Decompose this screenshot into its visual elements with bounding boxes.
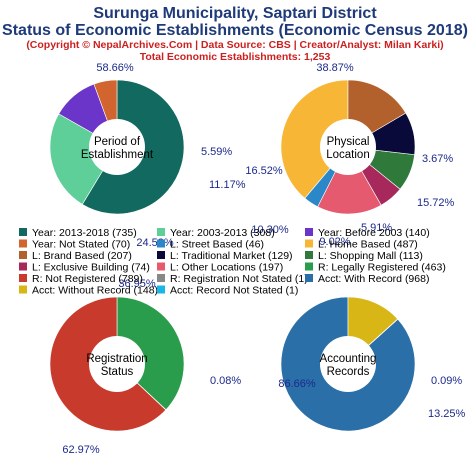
legend-label: Acct: Without Record (148): [32, 285, 158, 297]
slice-percent-label: 5.91%: [361, 222, 392, 234]
legend-item: R: Registration Not Stated (1): [157, 273, 308, 285]
legend-swatch: [305, 228, 313, 236]
legend-label: L: Exclusive Building (74): [32, 262, 150, 274]
slice-percent-label: 13.25%: [428, 408, 466, 420]
legend-label: L: Street Based (46): [170, 239, 264, 251]
legend-swatch: [305, 274, 313, 282]
donut-hole: [89, 119, 145, 175]
slice-percent-label: 36.95%: [118, 278, 156, 290]
legend-label: L: Other Locations (197): [170, 262, 283, 274]
slice-percent-label: 62.97%: [62, 444, 100, 456]
donut-hole: [320, 336, 376, 392]
legend-item: L: Exclusive Building (74): [19, 262, 150, 274]
legend-item: Acct: Record Not Stated (1): [157, 285, 298, 297]
legend-item: Year: 2003-2013 (308): [157, 227, 275, 239]
slice-percent-label: 15.72%: [417, 197, 455, 209]
chart-title-line-2: Status of Economic Establishments (Econo…: [2, 22, 468, 39]
donut-slice: [49, 113, 118, 205]
legend-item: L: Home Based (487): [305, 239, 418, 251]
legend-label: Year: Before 2003 (140): [318, 227, 430, 239]
slice-percent-label: 3.67%: [422, 153, 453, 165]
legend-label: Year: Not Stated (70): [32, 239, 130, 251]
donut-center-label: Records: [327, 366, 370, 378]
donut-center-label: Accounting: [320, 353, 377, 365]
donut-slice: [317, 146, 382, 215]
donut-center-label: Physical: [327, 136, 370, 148]
slice-percent-label: 11.17%: [209, 179, 246, 191]
legend-swatch: [157, 239, 165, 248]
slice-percent-label: 10.30%: [251, 224, 289, 236]
slice-percent-label: 9.02%: [319, 236, 350, 248]
legend-item: R: Legally Registered (463): [305, 262, 446, 274]
chart-subtitle-copyright: (Copyright © NepalArchives.Com | Data So…: [26, 39, 443, 51]
slice-percent-label: 16.52%: [245, 165, 283, 177]
donut-center-label: Period of: [94, 136, 141, 148]
legend-item: L: Other Locations (197): [157, 262, 283, 274]
chart-subtitle-total: Total Economic Establishments: 1,253: [140, 51, 331, 63]
slice-percent-label: 24.58%: [136, 237, 174, 249]
legend-swatch: [19, 251, 27, 259]
legend-label: L: Traditional Market (129): [170, 250, 293, 262]
chart-title-line-1: Surunga Municipality, Saptari District: [93, 5, 377, 22]
legend-swatch: [19, 262, 27, 271]
legend-label: L: Shopping Mall (113): [318, 250, 423, 262]
legend-swatch: [305, 262, 313, 271]
legend-item: Acct: With Record (968): [305, 273, 429, 285]
legend-item: L: Street Based (46): [157, 239, 264, 251]
legend-label: R: Legally Registered (463): [318, 262, 446, 274]
legend-swatch: [19, 228, 27, 236]
legend-label: R: Not Registered (789): [32, 273, 143, 285]
legend-item: Year: Not Stated (70): [19, 239, 130, 251]
legend-label: Year: 2003-2013 (308): [170, 227, 275, 239]
legend-item: L: Traditional Market (129): [157, 250, 293, 262]
slice-percent-label: 0.09%: [431, 375, 462, 387]
slice-percent-label: 5.59%: [201, 146, 232, 158]
legend-label: R: Registration Not Stated (1): [170, 273, 308, 285]
slice-percent-label: 0.08%: [210, 375, 241, 387]
donut-hole: [89, 336, 145, 392]
legend-swatch: [157, 274, 165, 282]
legend-item: R: Not Registered (789): [19, 273, 143, 285]
legend-item: Year: Before 2003 (140): [305, 227, 430, 239]
donut-center-label: Status: [101, 366, 134, 378]
legend-swatch: [19, 274, 27, 282]
slice-percent-label: 58.66%: [96, 62, 134, 74]
legend-label: Year: 2013-2018 (735): [32, 227, 137, 239]
donut-center-label: Registration: [86, 353, 147, 365]
legend-label: L: Brand Based (207): [32, 250, 132, 262]
legend-label: Acct: Record Not Stated (1): [170, 285, 298, 297]
legend-swatch: [157, 251, 165, 259]
donut-slice: [116, 296, 185, 411]
legend-swatch: [19, 239, 27, 248]
legend-item: L: Shopping Mall (113): [305, 250, 423, 262]
legend-swatch: [157, 228, 165, 236]
legend-item: Acct: Without Record (148): [19, 285, 158, 297]
donut-center-label: Location: [326, 149, 369, 161]
legend-item: L: Brand Based (207): [19, 250, 132, 262]
legend-swatch: [305, 251, 313, 259]
legend: Year: 2013-2018 (735) Year: 2003-2013 (30…: [19, 227, 446, 297]
donut-slice: [280, 79, 349, 199]
slice-percent-label: 86.66%: [278, 378, 316, 390]
donut-hole: [320, 119, 376, 175]
donut-center-label: Establishment: [81, 149, 154, 161]
legend-swatch: [305, 239, 313, 248]
legend-label: L: Home Based (487): [318, 239, 418, 251]
legend-swatch: [19, 285, 27, 294]
legend-label: Acct: With Record (968): [318, 273, 429, 285]
legend-swatch: [157, 285, 165, 294]
slice-percent-label: 38.87%: [316, 62, 354, 74]
legend-swatch: [157, 262, 165, 271]
legend-item: Year: 2013-2018 (735): [19, 227, 137, 239]
